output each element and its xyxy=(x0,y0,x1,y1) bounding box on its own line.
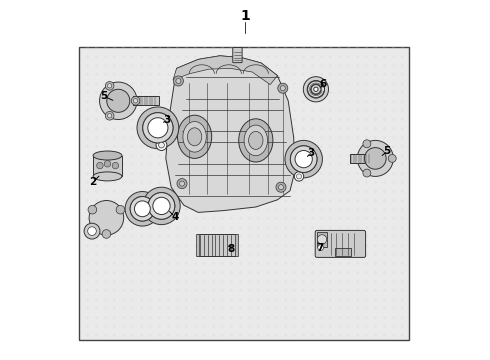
Text: 1: 1 xyxy=(240,9,250,23)
Ellipse shape xyxy=(93,151,122,160)
Text: 3: 3 xyxy=(163,114,170,125)
Ellipse shape xyxy=(187,128,202,146)
Bar xyxy=(197,234,236,256)
Circle shape xyxy=(131,96,140,105)
Circle shape xyxy=(137,107,179,149)
Polygon shape xyxy=(166,56,295,212)
Circle shape xyxy=(116,205,125,214)
Circle shape xyxy=(88,227,97,235)
Text: 3: 3 xyxy=(307,148,315,158)
Circle shape xyxy=(365,148,386,169)
Circle shape xyxy=(107,114,112,118)
Bar xyxy=(93,156,122,176)
Circle shape xyxy=(104,161,111,167)
Circle shape xyxy=(112,162,119,169)
Circle shape xyxy=(311,84,321,94)
Polygon shape xyxy=(173,56,277,85)
Circle shape xyxy=(280,86,285,91)
Circle shape xyxy=(143,187,180,225)
Ellipse shape xyxy=(183,122,206,152)
Bar xyxy=(350,154,371,163)
Circle shape xyxy=(153,197,170,215)
Circle shape xyxy=(388,154,396,162)
Circle shape xyxy=(278,83,288,93)
Circle shape xyxy=(363,140,371,148)
Circle shape xyxy=(314,87,318,91)
Circle shape xyxy=(177,179,187,189)
Text: 5: 5 xyxy=(100,91,107,101)
Circle shape xyxy=(105,81,114,90)
FancyBboxPatch shape xyxy=(233,48,242,63)
Circle shape xyxy=(276,182,286,192)
Circle shape xyxy=(291,146,317,172)
Circle shape xyxy=(318,235,327,244)
Bar xyxy=(317,232,327,247)
Circle shape xyxy=(173,76,183,86)
Circle shape xyxy=(291,146,317,172)
Circle shape xyxy=(102,230,111,238)
Circle shape xyxy=(107,89,130,112)
Circle shape xyxy=(148,193,175,219)
Circle shape xyxy=(107,84,112,88)
Circle shape xyxy=(278,185,284,190)
Circle shape xyxy=(295,150,312,168)
Circle shape xyxy=(285,140,322,178)
Circle shape xyxy=(130,197,155,221)
FancyBboxPatch shape xyxy=(315,230,366,257)
Circle shape xyxy=(130,197,155,221)
Ellipse shape xyxy=(93,172,122,181)
Circle shape xyxy=(125,192,160,226)
Circle shape xyxy=(363,169,371,177)
Circle shape xyxy=(84,223,100,239)
Ellipse shape xyxy=(248,131,263,149)
Circle shape xyxy=(89,201,123,235)
Circle shape xyxy=(143,113,173,143)
Text: 7: 7 xyxy=(316,243,323,253)
Circle shape xyxy=(156,140,167,150)
Circle shape xyxy=(307,81,324,98)
Bar xyxy=(133,96,159,105)
Circle shape xyxy=(311,84,321,94)
Circle shape xyxy=(133,99,138,103)
Text: 6: 6 xyxy=(320,79,327,89)
Bar xyxy=(335,248,351,256)
Circle shape xyxy=(148,118,168,138)
Circle shape xyxy=(296,174,301,179)
Circle shape xyxy=(179,181,185,186)
Bar xyxy=(235,234,238,256)
Circle shape xyxy=(99,82,137,120)
Ellipse shape xyxy=(239,119,273,162)
Circle shape xyxy=(159,142,164,148)
Circle shape xyxy=(307,81,324,98)
Circle shape xyxy=(143,113,173,143)
Circle shape xyxy=(134,201,150,217)
Ellipse shape xyxy=(177,115,212,158)
Bar xyxy=(196,234,199,256)
Circle shape xyxy=(97,162,103,169)
Text: 2: 2 xyxy=(90,177,97,187)
Circle shape xyxy=(303,77,328,102)
Bar xyxy=(79,47,409,340)
Circle shape xyxy=(357,140,393,176)
Text: 5: 5 xyxy=(384,146,391,156)
Circle shape xyxy=(105,112,114,120)
Ellipse shape xyxy=(244,125,268,156)
Circle shape xyxy=(88,205,97,214)
Text: 4: 4 xyxy=(171,212,178,222)
Circle shape xyxy=(318,245,323,251)
Circle shape xyxy=(148,193,175,219)
Circle shape xyxy=(176,78,181,84)
Circle shape xyxy=(294,172,304,181)
Text: 8: 8 xyxy=(227,244,234,254)
